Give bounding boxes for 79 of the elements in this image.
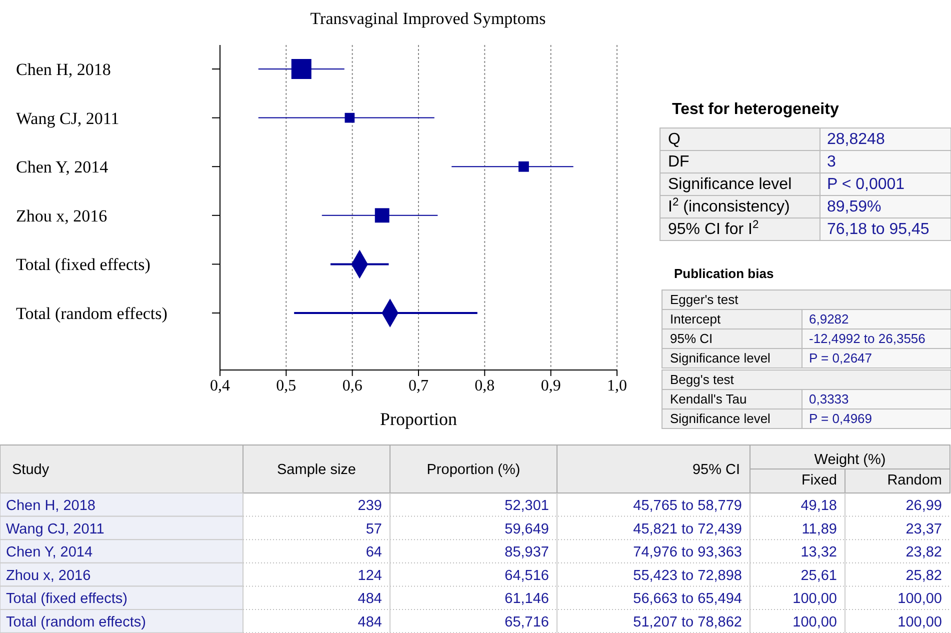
text: I$^{2}$ (inconsistency) bbox=[668, 196, 790, 216]
text: 74,976 to 93,363 bbox=[633, 544, 742, 561]
x-tick-label: 0,7 bbox=[408, 377, 428, 394]
text: 100,00 bbox=[898, 591, 942, 608]
text: 239 bbox=[358, 498, 382, 514]
x-tick-label: 1,0 bbox=[607, 377, 627, 394]
text: 95% CI bbox=[670, 331, 713, 346]
text: 45,821 to 72,439 bbox=[633, 521, 742, 538]
category-label: Sample size bbox=[277, 462, 356, 478]
text: Egger's test bbox=[670, 292, 739, 308]
text: 13,32 bbox=[800, 544, 837, 561]
text: 0,3333 bbox=[809, 392, 849, 407]
category-label: Random bbox=[887, 472, 942, 488]
text: Kendall's Tau bbox=[670, 392, 747, 407]
text: 64 bbox=[366, 544, 382, 561]
text: 89,59% bbox=[827, 198, 882, 216]
text: Begg's test bbox=[670, 372, 734, 388]
text: 57 bbox=[366, 521, 382, 538]
y-tick-label: Chen H, 2018 bbox=[16, 60, 111, 79]
text: Weight (%) bbox=[814, 452, 886, 468]
x-tick-label: 0,4 bbox=[210, 377, 230, 394]
y-tick-label: Total (fixed effects) bbox=[16, 255, 150, 274]
y-tick-label: Total (random effects) bbox=[16, 304, 168, 323]
text: 484 bbox=[358, 591, 382, 608]
text: 11,89 bbox=[802, 521, 837, 538]
text: 3 bbox=[827, 154, 836, 171]
text: 59,649 bbox=[504, 521, 549, 538]
text: 100,00 bbox=[792, 591, 837, 608]
text: 25,82 bbox=[906, 568, 942, 584]
text: 23,37 bbox=[906, 521, 942, 538]
text: Significance level bbox=[670, 350, 771, 366]
x-axis-title: Proportion bbox=[380, 409, 458, 429]
text: Intercept bbox=[670, 312, 721, 327]
text: 484 bbox=[358, 614, 382, 631]
y-tick-label: Zhou x, 2016 bbox=[16, 206, 108, 226]
text: 55,423 to 72,898 bbox=[633, 568, 742, 584]
text: 6,9282 bbox=[809, 312, 849, 327]
text: 65,716 bbox=[504, 614, 549, 631]
text: 56,663 to 65,494 bbox=[633, 591, 742, 608]
x-tick-label: 0,8 bbox=[474, 377, 495, 394]
category-label: Study bbox=[12, 462, 50, 478]
text: 85,937 bbox=[504, 544, 549, 561]
y-tick-label: Wang CJ, 2011 bbox=[16, 108, 120, 128]
text: 95% CI for I$^{2}$ bbox=[668, 219, 759, 238]
text: Zhou x, 2016 bbox=[6, 568, 91, 584]
text: Publication bias bbox=[674, 266, 774, 281]
text: 28,8248 bbox=[827, 131, 885, 148]
text: Significance level bbox=[670, 411, 771, 426]
category-label: Fixed bbox=[802, 472, 837, 488]
text: 124 bbox=[358, 568, 382, 584]
text: Test for heterogeneity bbox=[672, 101, 839, 118]
text: Q bbox=[668, 131, 680, 148]
text: 64,516 bbox=[504, 568, 549, 584]
text: 100,00 bbox=[898, 614, 942, 631]
text: 49,18 bbox=[800, 498, 837, 514]
text: 76,18 to 95,45 bbox=[827, 221, 930, 238]
text: 51,207 to 78,862 bbox=[633, 614, 742, 631]
text: P = 0,2647 bbox=[809, 350, 872, 366]
text: Chen Y, 2014 bbox=[6, 544, 93, 561]
y-tick-label: Chen Y, 2014 bbox=[16, 158, 109, 177]
text: 26,99 bbox=[906, 498, 942, 514]
text: Significance level bbox=[668, 176, 792, 194]
x-tick-label: 0,6 bbox=[342, 377, 362, 394]
category-label: 95% CI bbox=[692, 462, 740, 478]
category-label: Proportion (%) bbox=[426, 462, 520, 478]
text: 25,61 bbox=[800, 568, 837, 584]
text: 45,765 to 58,779 bbox=[633, 498, 742, 514]
text: 100,00 bbox=[792, 614, 837, 631]
chart-title: Transvaginal Improved Symptoms bbox=[310, 9, 546, 28]
text: 23,82 bbox=[906, 544, 942, 561]
x-tick-label: 0,5 bbox=[276, 377, 296, 394]
text: 52,301 bbox=[504, 498, 549, 514]
text: P = 0,4969 bbox=[809, 411, 872, 426]
x-tick-label: 0,9 bbox=[540, 377, 561, 394]
text: 61,146 bbox=[504, 591, 549, 608]
text: -12,4992 to 26,3556 bbox=[809, 331, 926, 346]
text: P < 0,0001 bbox=[827, 176, 905, 194]
text: Chen H, 2018 bbox=[6, 498, 96, 514]
text: DF bbox=[668, 154, 690, 171]
